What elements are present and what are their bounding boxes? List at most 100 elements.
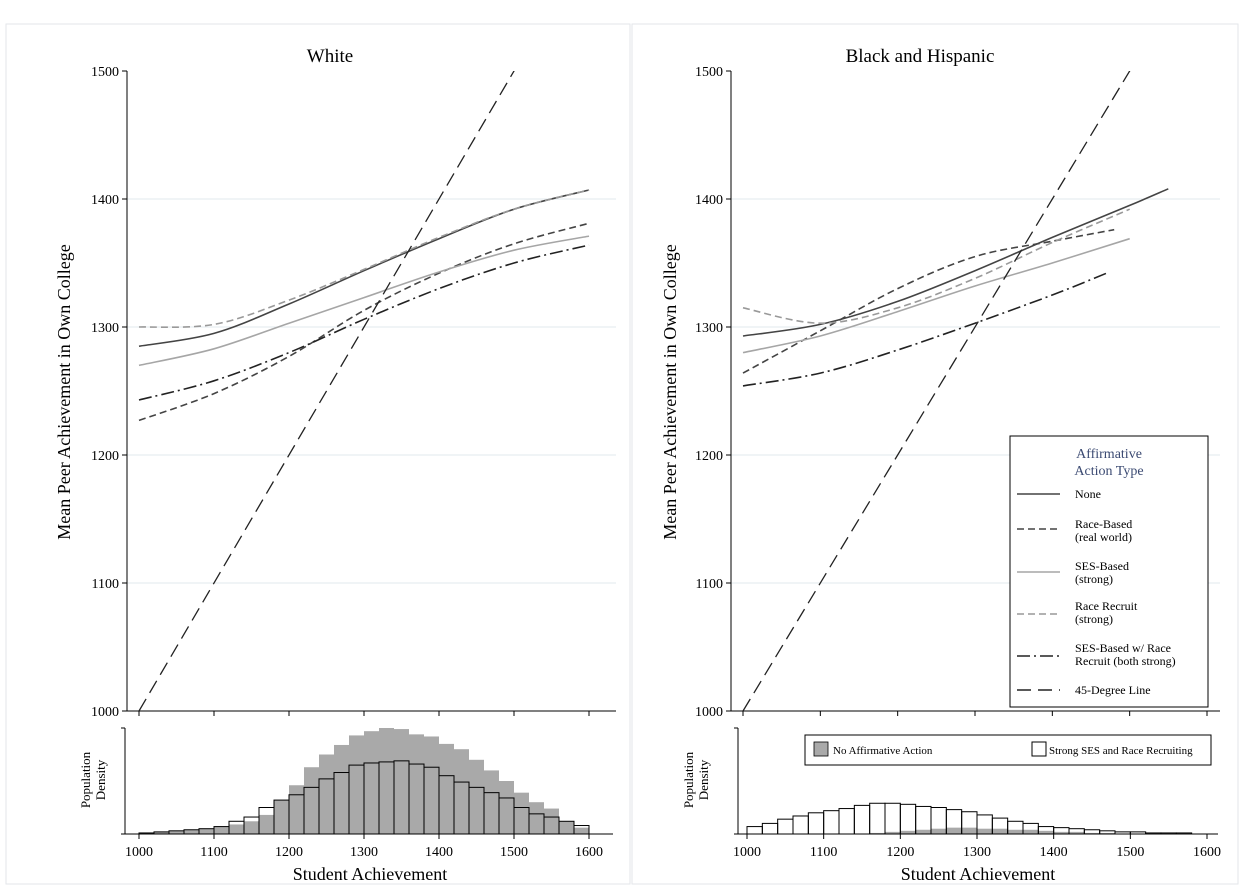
y-tick-label: 1100 bbox=[92, 577, 119, 592]
density-bar-no-aa bbox=[169, 830, 184, 834]
density-bar-no-aa bbox=[1084, 832, 1100, 834]
legend-label-ses-race-recruit-line2: Recruit (both strong) bbox=[1075, 654, 1176, 668]
x-tick-label: 1200 bbox=[275, 845, 303, 860]
density-bar-no-aa bbox=[961, 827, 977, 834]
y-tick-label: 1400 bbox=[695, 193, 723, 208]
legend-title-line2: Action Type bbox=[1074, 464, 1143, 479]
series-layer bbox=[138, 71, 590, 711]
density-legend: No Affirmative Action Strong SES and Rac… bbox=[804, 734, 1212, 766]
series-line-ses bbox=[742, 237, 1130, 354]
density-legend-swatch-strong bbox=[1031, 741, 1047, 757]
legend-label-ses-based-line2: (strong) bbox=[1075, 572, 1113, 586]
y-tick-label: 1100 bbox=[696, 577, 723, 592]
x-tick-label: 1100 bbox=[200, 845, 227, 860]
legend-label-race-recruit-line1: Race Recruit bbox=[1075, 599, 1138, 613]
series-layer bbox=[742, 71, 1169, 711]
y-tick-label: 1400 bbox=[91, 193, 119, 208]
x-tick-label: 1400 bbox=[425, 845, 453, 860]
density-bar-no-aa bbox=[379, 728, 394, 834]
series-line-deg45 bbox=[742, 71, 1131, 711]
right-density-label-line2: Density bbox=[696, 759, 711, 800]
legend-label-none: None bbox=[1075, 487, 1101, 501]
density-bar-no-aa bbox=[469, 759, 484, 834]
density-bar-no-aa bbox=[544, 808, 559, 834]
density-legend-label-strong: Strong SES and Race Recruiting bbox=[1049, 745, 1193, 757]
density-bar-no-aa bbox=[484, 770, 499, 834]
right-panel-frame bbox=[631, 23, 1239, 885]
legend-label-45-degree: 45-Degree Line bbox=[1075, 683, 1151, 697]
density-bar-no-aa bbox=[304, 767, 319, 834]
right-y-axis-label: Mean Peer Achievement in Own College bbox=[660, 244, 680, 539]
density-bar-no-aa bbox=[319, 754, 334, 834]
right-density-label-line1: Population bbox=[681, 751, 696, 808]
density-bar-no-aa bbox=[574, 827, 589, 834]
density-bar-no-aa bbox=[514, 792, 529, 834]
density-bar-no-aa bbox=[1099, 832, 1115, 834]
density-bar-no-aa bbox=[139, 832, 154, 834]
right-density-plot: 1000 1100 1200 1300 1400 1500 1600 bbox=[733, 727, 1221, 860]
legend-label-ses-based-line1: SES-Based bbox=[1075, 559, 1129, 573]
y-tick-label: 1200 bbox=[695, 449, 723, 464]
y-tick-label: 1300 bbox=[91, 321, 119, 336]
right-x-axis-label: Student Achievement bbox=[901, 864, 1055, 884]
density-bar-no-aa bbox=[184, 829, 199, 834]
series-line-none bbox=[742, 188, 1169, 337]
density-bar-no-aa bbox=[274, 800, 289, 834]
density-bar-no-aa bbox=[289, 785, 304, 834]
legend-label-race-based-line2: (real world) bbox=[1075, 530, 1132, 544]
density-bar-no-aa bbox=[869, 832, 885, 834]
legend-label-ses-race-recruit-line1: SES-Based w/ Race bbox=[1075, 641, 1171, 655]
density-bar-no-aa bbox=[424, 736, 439, 834]
right-panel-title: Black and Hispanic bbox=[846, 46, 995, 67]
x-tick-label: 1600 bbox=[575, 845, 603, 860]
density-bar-no-aa bbox=[259, 814, 274, 834]
density-bar-no-aa bbox=[946, 827, 962, 834]
series-line-deg45 bbox=[138, 71, 515, 711]
density-legend-swatch-no-aa bbox=[813, 741, 829, 757]
x-tick-label: 1300 bbox=[963, 845, 991, 860]
x-tick-label: 1300 bbox=[350, 845, 378, 860]
series-line-recruit bbox=[138, 189, 590, 329]
affirmative-action-legend: Affirmative Action Type None Race-Based … bbox=[1009, 435, 1209, 708]
series-line-sesrec bbox=[138, 244, 590, 401]
density-bar-no-aa bbox=[977, 828, 993, 834]
left-density-label-line2: Density bbox=[93, 759, 108, 800]
y-tick-label: 1500 bbox=[695, 65, 723, 80]
left-x-axis-label: Student Achievement bbox=[293, 864, 447, 884]
density-bar-no-aa bbox=[244, 821, 259, 834]
density-bar-no-aa bbox=[154, 831, 169, 834]
density-bar-no-aa bbox=[1053, 831, 1069, 834]
x-tick-label: 1000 bbox=[733, 845, 761, 860]
density-bar-no-aa bbox=[992, 828, 1008, 834]
x-tick-label: 1500 bbox=[1116, 845, 1144, 860]
left-main-plot: 1000 1100 1200 1300 1400 1500 bbox=[91, 65, 616, 720]
density-bar-no-aa bbox=[349, 735, 364, 834]
legend-title-line1: Affirmative bbox=[1076, 447, 1142, 462]
x-tick-label: 1600 bbox=[1193, 845, 1221, 860]
density-bar-no-aa bbox=[1023, 829, 1039, 834]
density-bar-no-aa bbox=[199, 828, 214, 834]
density-bar-no-aa bbox=[394, 729, 409, 834]
density-bar-no-aa bbox=[454, 749, 469, 834]
left-panel-frame bbox=[5, 23, 631, 885]
density-bar-no-aa bbox=[900, 830, 916, 834]
density-bar-no-aa bbox=[229, 824, 244, 834]
density-bar-no-aa bbox=[529, 802, 544, 834]
legend-label-race-based-line1: Race-Based bbox=[1075, 517, 1132, 531]
density-bar-no-aa bbox=[1069, 831, 1085, 834]
legend-label-race-recruit-line2: (strong) bbox=[1075, 612, 1113, 626]
x-tick-label: 1200 bbox=[886, 845, 914, 860]
density-bar-no-aa bbox=[334, 744, 349, 834]
y-tick-label: 1500 bbox=[91, 65, 119, 80]
density-bar-no-aa bbox=[439, 743, 454, 834]
series-line-race bbox=[138, 222, 590, 422]
left-density-label-line1: Population bbox=[78, 751, 93, 808]
density-bar-no-aa bbox=[214, 826, 229, 834]
density-bar-no-aa bbox=[1007, 829, 1023, 834]
y-tick-label: 1300 bbox=[695, 321, 723, 336]
density-bar-no-aa bbox=[499, 781, 514, 834]
left-y-axis-label: Mean Peer Achievement in Own College bbox=[54, 244, 74, 539]
density-bar-no-aa bbox=[885, 831, 901, 834]
